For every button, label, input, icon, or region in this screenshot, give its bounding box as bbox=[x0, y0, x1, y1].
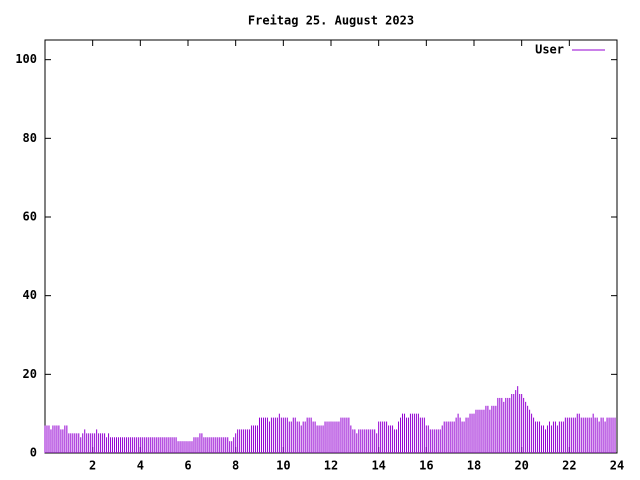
x-tick-label: 18 bbox=[467, 459, 481, 473]
y-tick-label: 60 bbox=[23, 210, 37, 224]
y-tick-label: 40 bbox=[23, 288, 37, 302]
x-tick-label: 16 bbox=[419, 459, 433, 473]
x-tick-label: 8 bbox=[232, 459, 239, 473]
x-tick-label: 12 bbox=[324, 459, 338, 473]
chart-title: Freitag 25. August 2023 bbox=[248, 14, 414, 28]
x-tick-label: 22 bbox=[562, 459, 576, 473]
y-tick-label: 100 bbox=[15, 52, 37, 66]
y-tick-label: 80 bbox=[23, 131, 37, 145]
x-tick-label: 2 bbox=[89, 459, 96, 473]
x-tick-label: 10 bbox=[276, 459, 290, 473]
legend-label: User bbox=[535, 43, 564, 57]
x-tick-label: 14 bbox=[371, 459, 385, 473]
x-tick-label: 6 bbox=[184, 459, 191, 473]
y-tick-label: 20 bbox=[23, 367, 37, 381]
x-tick-label: 24 bbox=[610, 459, 624, 473]
plot-frame bbox=[44, 39, 618, 454]
x-tick-label: 20 bbox=[514, 459, 528, 473]
x-tick-label: 4 bbox=[137, 459, 144, 473]
y-tick-label: 0 bbox=[30, 446, 37, 460]
